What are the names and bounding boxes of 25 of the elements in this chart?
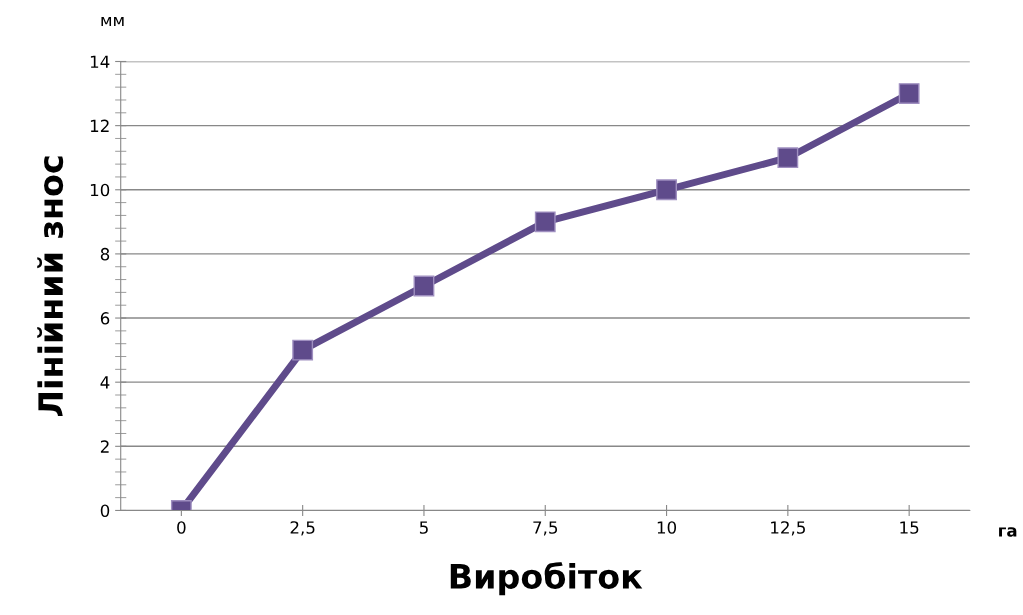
y-tick-label: 4 — [100, 376, 110, 389]
y-tick-label: 10 — [90, 183, 110, 197]
text: мм — [101, 17, 124, 27]
x-axis-title: Виробіток — [450, 562, 643, 596]
y-axis-title: Лінійний знос — [37, 156, 64, 417]
x-tick-label: 10 — [657, 521, 677, 534]
point — [777, 147, 799, 169]
point — [898, 83, 920, 104]
x-tick-label: 15 — [900, 521, 919, 534]
x-tick-label: 12,5 — [771, 521, 805, 536]
y-tick-label: 8 — [100, 247, 110, 261]
y-tick-label: 14 — [90, 55, 110, 68]
x-tick-label: 7,5 — [533, 521, 558, 536]
y-tick-label: 0 — [100, 504, 110, 518]
x-tick-label: 0 — [177, 521, 186, 534]
y-tick-label: 12 — [90, 119, 109, 132]
point — [656, 179, 677, 201]
x-tick-label: 5 — [419, 521, 428, 534]
point — [534, 211, 556, 233]
x-tick-label: 2,5 — [290, 521, 315, 536]
y-tick-label: 2 — [100, 440, 109, 453]
point — [292, 339, 314, 361]
point — [413, 275, 435, 297]
text: га — [999, 527, 1017, 537]
y-tick-label: 6 — [100, 312, 110, 325]
